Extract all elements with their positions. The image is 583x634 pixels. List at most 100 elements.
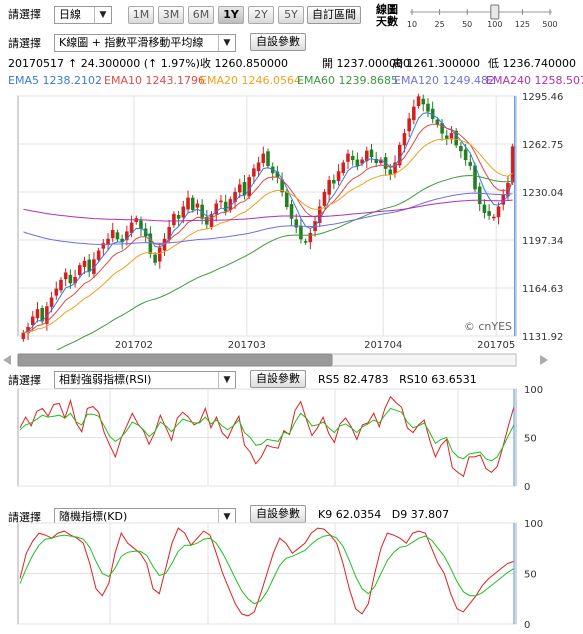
candle-body[interactable] — [407, 118, 411, 132]
candle-body[interactable] — [252, 168, 256, 177]
scroll-right-icon[interactable] — [540, 355, 548, 365]
main-indicator-select[interactable]: K線圖 + 指數平滑移動平均線 ▼ — [54, 34, 236, 52]
candle-body[interactable] — [449, 133, 454, 140]
kd-chart[interactable]: 100 50 0 — [0, 520, 583, 630]
candle-body[interactable] — [139, 220, 143, 230]
candle-body[interactable] — [125, 231, 129, 240]
candle-body[interactable] — [115, 232, 120, 240]
rsi-chart[interactable]: 100 50 0 — [0, 386, 583, 492]
candle-body[interactable] — [294, 219, 299, 228]
candle-body[interactable] — [54, 288, 59, 296]
candle-body[interactable] — [492, 216, 496, 219]
candle-body[interactable] — [468, 161, 473, 166]
candle-body[interactable] — [247, 177, 251, 197]
candle-body[interactable] — [35, 309, 40, 319]
candle-body[interactable] — [412, 106, 416, 121]
candle-body[interactable] — [365, 150, 369, 162]
candle-body[interactable] — [303, 241, 308, 243]
scroll-left-icon[interactable] — [3, 355, 11, 365]
candle-body[interactable] — [68, 274, 73, 284]
candle-body[interactable] — [190, 197, 195, 210]
candle-body[interactable] — [172, 213, 176, 226]
candle-body[interactable] — [402, 133, 407, 146]
candle-body[interactable] — [214, 203, 219, 215]
candle-body[interactable] — [223, 201, 228, 212]
slider-thumb-handle[interactable] — [490, 4, 500, 20]
candle-body[interactable] — [482, 204, 487, 213]
candle-body[interactable] — [341, 162, 346, 173]
candle-body[interactable] — [477, 186, 482, 205]
range-button-1m[interactable]: 1M — [128, 6, 154, 24]
candle-body[interactable] — [336, 171, 341, 182]
candle-body[interactable] — [308, 232, 313, 243]
candle-body[interactable] — [129, 222, 134, 234]
chart-scrollbar[interactable] — [0, 352, 583, 368]
slider-thumb[interactable] — [490, 4, 500, 20]
candle-body[interactable] — [355, 159, 360, 166]
candle-body[interactable] — [285, 191, 289, 207]
candle-body[interactable] — [266, 151, 270, 166]
candle-body[interactable] — [421, 98, 426, 105]
scroll-thumb[interactable] — [17, 353, 333, 367]
candle-body[interactable] — [454, 130, 458, 146]
period-select[interactable]: 日線 ▼ — [54, 6, 112, 24]
custom-range-button[interactable]: 自訂區間 — [307, 6, 361, 24]
candle-body[interactable] — [374, 158, 378, 163]
candle-body[interactable] — [78, 265, 82, 276]
main-settings-button[interactable]: 自設參數 — [250, 33, 306, 51]
candle-body[interactable] — [256, 162, 261, 172]
candle-body[interactable] — [369, 149, 374, 158]
days-slider[interactable]: 10 25 50 100 125 500 — [404, 2, 564, 30]
candle-body[interactable] — [332, 180, 336, 184]
range-button-2y[interactable]: 2Y — [248, 6, 274, 24]
candle-body[interactable] — [459, 146, 463, 152]
candle-body[interactable] — [59, 279, 63, 291]
candle-body[interactable] — [463, 149, 468, 161]
candle-body[interactable] — [30, 316, 35, 325]
candle-body[interactable] — [45, 306, 49, 324]
ema-line-ema20 — [23, 138, 513, 334]
candle-body[interactable] — [143, 228, 148, 237]
candlestick-chart[interactable]: 1295.46 1262.75 1230.04 1197.34 1164.63 1131.… — [0, 88, 583, 350]
candle-body[interactable] — [346, 153, 350, 162]
candle-body[interactable] — [153, 254, 157, 263]
candle-body[interactable] — [158, 247, 162, 262]
range-button-5y[interactable]: 5Y — [278, 6, 304, 24]
candle-body[interactable] — [242, 182, 247, 196]
candle-body[interactable] — [496, 206, 501, 218]
candle-body[interactable] — [299, 225, 303, 240]
candle-body[interactable] — [487, 211, 491, 216]
range-button-1y[interactable]: 1Y — [218, 6, 244, 24]
high-label: 高 — [392, 57, 403, 70]
candle-body[interactable] — [49, 297, 54, 307]
candle-body[interactable] — [101, 243, 106, 249]
candle-body[interactable] — [82, 260, 87, 267]
candle-body[interactable] — [21, 332, 26, 340]
candle-body[interactable] — [360, 159, 364, 164]
candle-body[interactable] — [92, 259, 96, 274]
candle-body[interactable] — [110, 229, 115, 239]
candle-body[interactable] — [416, 96, 421, 107]
candle-body[interactable] — [237, 184, 242, 193]
candle-body[interactable] — [186, 197, 190, 210]
candle-body[interactable] — [327, 180, 331, 195]
candle-body[interactable] — [322, 191, 327, 206]
candle-body[interactable] — [388, 169, 393, 175]
range-button-6m[interactable]: 6M — [188, 6, 214, 24]
candle-body[interactable] — [148, 233, 153, 254]
kd-settings-button[interactable]: 自設參數 — [250, 505, 306, 523]
range-button-3m[interactable]: 3M — [158, 6, 184, 24]
candle-body[interactable] — [350, 156, 355, 161]
candle-body[interactable] — [219, 200, 223, 203]
candle-body[interactable] — [176, 215, 181, 219]
candle-body[interactable] — [195, 203, 200, 208]
candle-body[interactable] — [63, 272, 68, 280]
rsi-settings-button[interactable]: 自設參數 — [250, 370, 306, 388]
candle-body[interactable] — [261, 153, 266, 163]
candle-body[interactable] — [96, 250, 101, 260]
candle-body[interactable] — [510, 146, 515, 183]
candle-body[interactable] — [87, 259, 91, 272]
candle-body[interactable] — [181, 206, 186, 218]
candle-body[interactable] — [289, 204, 294, 219]
candle-body[interactable] — [426, 103, 430, 112]
